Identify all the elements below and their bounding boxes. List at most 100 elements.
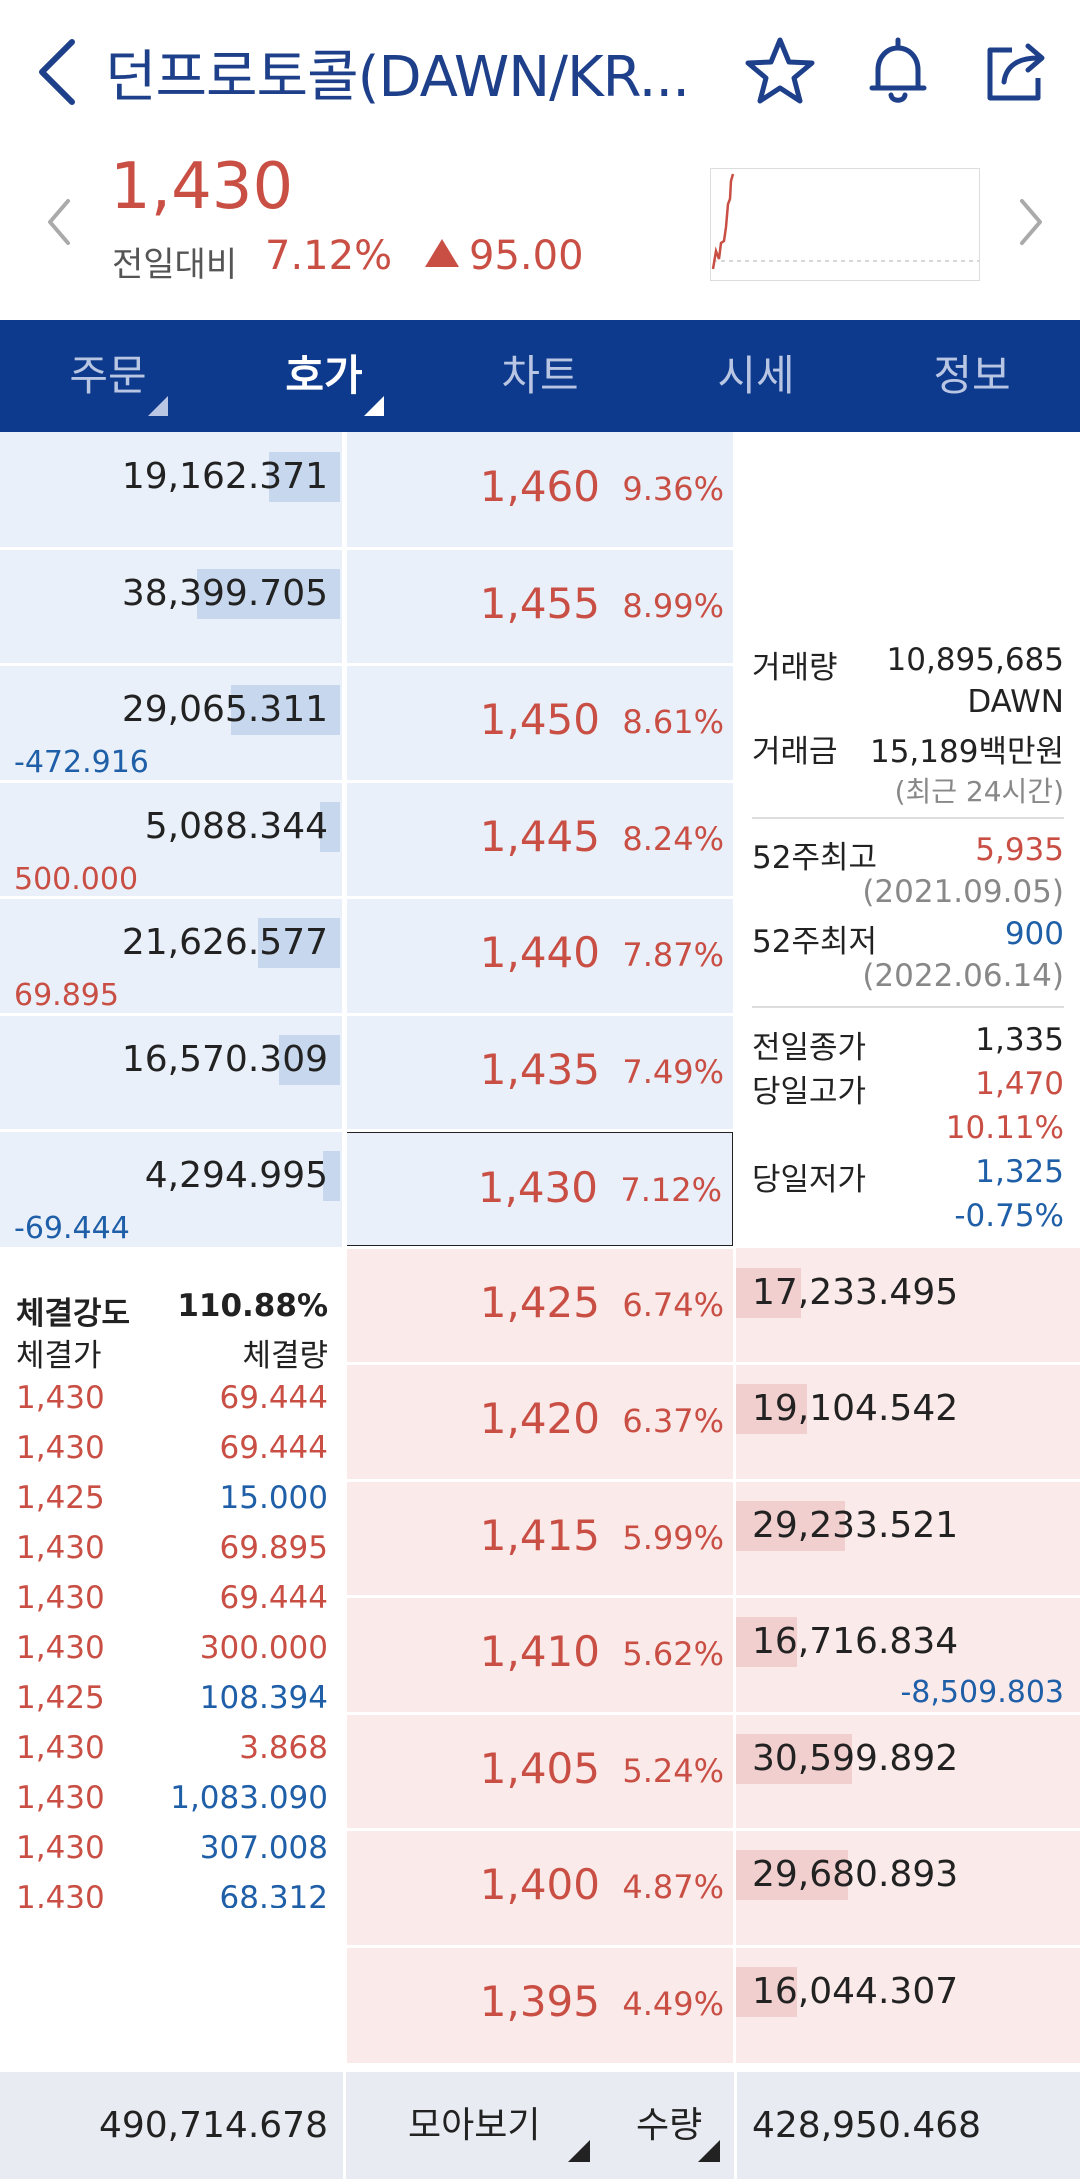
tab-label: 주문 (69, 351, 147, 400)
ask-row[interactable]: 16,570.309 (0, 1014, 342, 1131)
bid-price-row[interactable]: 1,410 5.62% (344, 1597, 734, 1713)
amount-label: 거래금 (752, 734, 838, 770)
ask-row[interactable]: 4,294.995 -69.444 (0, 1131, 342, 1247)
ask-price: 1,455 (479, 578, 600, 628)
ask-quantity-change: 69.895 (14, 978, 119, 1013)
mini-chart[interactable] (710, 168, 980, 281)
bid-row[interactable]: 19,104.542 (736, 1364, 1080, 1480)
row-divider (0, 779, 344, 783)
bid-price-row[interactable]: 1,395 4.49% (344, 1946, 734, 2063)
tab-2[interactable]: 차트 (432, 320, 648, 432)
low52-date: (2022.06.14) (862, 958, 1064, 994)
chevron-right-icon (1020, 199, 1042, 245)
tab-4[interactable]: 정보 (864, 320, 1080, 432)
bid-row[interactable]: 17,233.495 (736, 1247, 1080, 1364)
tab-label: 시세 (717, 351, 795, 400)
ask-price-row[interactable]: 1,455 8.99% (344, 548, 734, 665)
ask-row[interactable]: 29,065.311 -472.916 (0, 665, 342, 781)
previous-coin-button[interactable] (40, 187, 80, 257)
view-mode-button[interactable]: 모아보기 (408, 2072, 540, 2179)
favorite-button[interactable] (740, 32, 820, 112)
ask-price-percent: 8.24% (622, 819, 724, 858)
ask-price-percent: 8.61% (622, 703, 724, 741)
ask-price-row[interactable]: 1,435 7.49% (344, 1014, 734, 1131)
ask-volume-bar (319, 801, 340, 852)
ask-quantity: 5,088.344 (144, 805, 328, 847)
ask-price-row[interactable]: 1,445 8.24% (344, 781, 734, 898)
row-divider (344, 1362, 734, 1365)
dropdown-corner-icon (698, 2140, 720, 2162)
tab-0[interactable]: 주문 (0, 320, 216, 432)
bid-price-percent: 5.99% (622, 1518, 724, 1557)
bid-row[interactable]: 30,599.892 (736, 1713, 1080, 1830)
strength-value: 110.88% (177, 1288, 328, 1324)
current-price: 1,430 (110, 150, 294, 224)
ask-volume-bar (231, 685, 340, 735)
bid-price-percent: 5.24% (622, 1751, 724, 1790)
ask-volume-bar (197, 568, 340, 619)
trade-ticks-panel[interactable]: 체결강도 110.88% 체결가 체결량 1,430 69.444 1,430 69.… (0, 1268, 344, 1908)
ask-price: 1,430 (477, 1163, 598, 1212)
row-divider (344, 546, 734, 550)
tab-3[interactable]: 시세 (648, 320, 864, 432)
ask-quantity: 19,162.371 (121, 456, 328, 497)
trade-quantity: 68.312 (219, 1880, 328, 1908)
trade-price: 1,430 (16, 1580, 105, 1616)
bid-quantity: 17,233.495 (752, 1271, 959, 1313)
trade-price-header: 체결가 (16, 1338, 102, 1374)
ask-quantity-change: 500.000 (14, 861, 139, 897)
bid-quantity-change: -8,509.803 (900, 1675, 1064, 1710)
ask-quantity: 21,626.577 (121, 922, 328, 963)
trade-tick-row: 1,430 69.444 (16, 1580, 328, 1630)
row-divider (344, 663, 734, 666)
ask-price-row[interactable]: 1,450 8.61% (344, 665, 734, 781)
bid-volume-bar (736, 1617, 798, 1667)
day-high-value: 1,470 (975, 1066, 1064, 1102)
bid-row[interactable]: 29,680.893 (736, 1830, 1080, 1946)
next-coin-button[interactable] (1010, 187, 1050, 257)
row-divider (344, 1595, 734, 1598)
bid-price-percent: 4.49% (622, 1984, 724, 2023)
bid-price-row[interactable]: 1,400 4.87% (344, 1830, 734, 1946)
bid-volume-bar (736, 1500, 845, 1551)
ask-price-row[interactable]: 1,440 7.87% (344, 898, 734, 1014)
bid-row[interactable]: 29,233.521 (736, 1480, 1080, 1597)
trade-tick-row: 1,430 69.444 (16, 1380, 328, 1430)
ask-price-row[interactable]: 1,460 9.36% (344, 432, 734, 548)
ask-quantity-change: -472.916 (14, 745, 149, 780)
ask-row[interactable]: 19,162.371 (0, 432, 342, 548)
volume-value: 10,895,685 (886, 642, 1065, 678)
day-high-label: 당일고가 (752, 1074, 867, 1110)
bid-row[interactable]: 16,044.307 (736, 1946, 1080, 2063)
trade-quantity: 69.895 (219, 1530, 328, 1566)
trade-quantity: 69.444 (219, 1380, 328, 1416)
ask-price: 1,435 (479, 1044, 600, 1094)
tab-1[interactable]: 호가 (216, 320, 432, 432)
alert-button[interactable] (858, 32, 938, 112)
day-high-percent: 10.11% (945, 1110, 1064, 1146)
bid-quantity: 30,599.892 (752, 1737, 959, 1779)
ask-row[interactable]: 21,626.577 69.895 (0, 898, 342, 1014)
back-button[interactable] (30, 30, 90, 115)
change-amount: 95.00 (425, 233, 584, 279)
sparkline-icon (711, 173, 979, 270)
row-divider (344, 1711, 734, 1715)
row-divider (344, 1828, 734, 1831)
bid-quantity: 16,044.307 (752, 1970, 959, 2012)
trade-price: 1,430 (16, 1430, 105, 1466)
bid-price-row[interactable]: 1,405 5.24% (344, 1713, 734, 1830)
bid-price-row[interactable]: 1,420 6.37% (344, 1364, 734, 1480)
chevron-left-icon (48, 199, 70, 245)
ask-price-row[interactable]: 1,430 7.12% (344, 1131, 734, 1247)
unit-mode-button[interactable]: 수량 (636, 2072, 702, 2179)
ask-row[interactable]: 38,399.705 (0, 548, 342, 665)
trade-qty-header: 체결량 (242, 1338, 328, 1374)
ask-row[interactable]: 5,088.344 500.000 (0, 781, 342, 898)
bid-price-row[interactable]: 1,425 6.74% (344, 1247, 734, 1364)
row-divider (344, 779, 734, 783)
bid-price-row[interactable]: 1,415 5.99% (344, 1480, 734, 1597)
row-divider (344, 1245, 734, 1249)
bid-row[interactable]: 16,716.834 -8,509.803 (736, 1597, 1080, 1713)
dropdown-corner-icon (364, 396, 384, 416)
share-button[interactable] (976, 32, 1056, 112)
